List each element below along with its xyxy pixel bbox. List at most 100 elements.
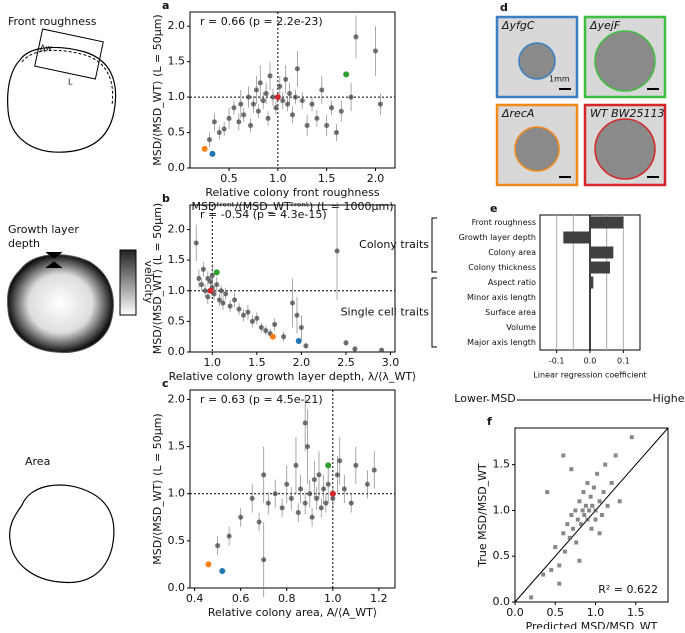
x-tick-label: 1.2 <box>370 592 388 605</box>
category-label: Major axis length <box>467 338 536 347</box>
point <box>207 137 213 143</box>
point <box>215 543 221 549</box>
plot-frame <box>189 11 396 169</box>
point <box>603 462 608 467</box>
point <box>209 272 215 278</box>
dw-label: Δw <box>40 44 52 53</box>
point <box>294 312 300 318</box>
point <box>529 595 534 600</box>
point <box>582 513 587 517</box>
point <box>216 130 222 136</box>
arrow-head <box>475 397 481 403</box>
point <box>205 294 211 300</box>
point <box>377 101 383 107</box>
point <box>629 435 634 440</box>
point <box>585 480 590 485</box>
point <box>257 80 263 86</box>
x-tick-label: 0.0 <box>584 357 597 366</box>
point <box>287 91 293 97</box>
point <box>205 276 211 281</box>
point <box>311 477 317 483</box>
point <box>583 503 588 508</box>
point <box>279 505 285 511</box>
point <box>597 499 602 504</box>
point <box>585 517 590 522</box>
point <box>241 112 247 118</box>
point <box>249 318 255 324</box>
y-tick-label: 1.0 <box>168 487 186 500</box>
point <box>565 522 570 527</box>
point <box>263 328 269 334</box>
point <box>205 561 212 568</box>
x-tick-label: 0.5 <box>220 172 238 185</box>
point <box>593 508 598 513</box>
plot-frame <box>514 427 669 603</box>
x-tick-label: 3.0 <box>382 356 400 369</box>
point <box>213 269 220 276</box>
strain-label: ΔyfgC <box>501 19 535 32</box>
y-tick-label: 2.0 <box>168 223 186 236</box>
y-tick-label: 1.5 <box>168 440 186 453</box>
bar <box>590 261 610 274</box>
panel-letter: f <box>487 415 492 428</box>
point <box>605 503 610 508</box>
point <box>561 531 566 536</box>
y-tick-label: 1.0 <box>168 284 186 297</box>
point <box>236 119 242 125</box>
point <box>348 94 354 100</box>
x-tick-label: 1.0 <box>204 356 222 369</box>
point <box>209 150 216 157</box>
point <box>269 333 276 340</box>
point <box>580 508 585 513</box>
y-axis-label: True MSD/MSD_WT <box>476 463 489 568</box>
group-bracket <box>431 277 437 348</box>
point <box>599 513 604 517</box>
x-tick-label: -0.1 <box>549 357 565 366</box>
point <box>272 491 278 497</box>
annotation: r = 0.66 (p = 2.2e-23) <box>200 15 323 28</box>
point <box>545 490 550 495</box>
x-axis-label: Relative colony growth layer depth, λ/⟨λ… <box>169 370 417 383</box>
point <box>577 499 582 504</box>
point <box>553 545 558 550</box>
x-tick-label: 1.0 <box>269 172 287 185</box>
point <box>261 472 267 478</box>
point <box>577 558 582 563</box>
annotation: R² = 0.622 <box>598 583 658 596</box>
point <box>557 581 562 586</box>
panel-letter: d <box>500 1 508 14</box>
point <box>258 325 264 330</box>
x-tick-label: 0.4 <box>186 592 204 605</box>
point <box>343 71 350 78</box>
point <box>285 101 291 107</box>
bar <box>563 231 590 244</box>
point <box>272 321 278 327</box>
x-tick-label: 0.8 <box>278 592 296 605</box>
y-tick-label: 2.0 <box>168 392 186 405</box>
point <box>589 526 594 531</box>
schematic-title: Front roughness <box>8 15 97 28</box>
point <box>325 481 331 487</box>
point <box>613 453 618 458</box>
point <box>199 282 205 288</box>
point <box>590 503 595 508</box>
category-label: Front roughness <box>472 218 536 227</box>
point <box>352 346 358 352</box>
point <box>337 458 343 464</box>
point <box>302 420 308 426</box>
point <box>250 101 256 107</box>
point <box>290 300 295 306</box>
annotation: r = -0.54 (p = 4.3e-15) <box>200 208 327 221</box>
point <box>223 291 229 297</box>
point <box>219 568 226 575</box>
panel-letter: b <box>162 192 170 205</box>
point <box>541 572 546 577</box>
point <box>569 467 574 472</box>
point <box>284 481 290 487</box>
point <box>303 343 309 349</box>
point <box>295 510 301 516</box>
point <box>245 309 251 315</box>
point <box>211 119 217 125</box>
point <box>270 94 276 100</box>
